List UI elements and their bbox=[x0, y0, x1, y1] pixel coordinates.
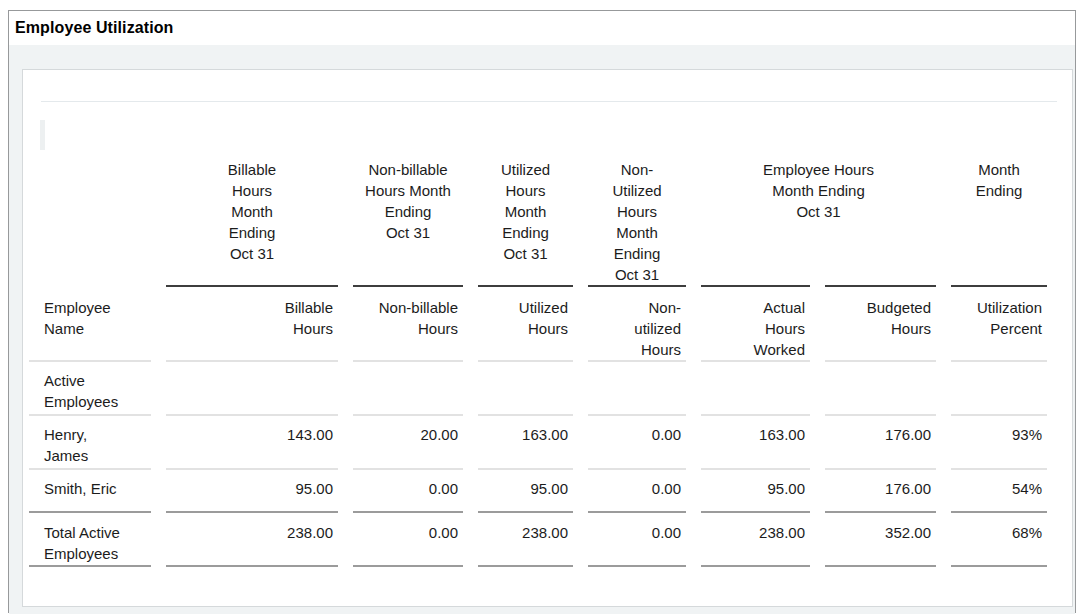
employee-name-cell: Smith, Eric bbox=[29, 470, 151, 513]
group-header-non-billable: Non-billable Hours Month Ending Oct 31 bbox=[353, 150, 463, 285]
report-panel: Billable Hours Month Ending Oct 31 Non-b… bbox=[22, 69, 1073, 607]
employee-utilization-widget: Employee Utilization bbox=[8, 10, 1076, 613]
column-header-utilized-hours: Utilized Hours bbox=[478, 287, 573, 362]
billable-hours-cell bbox=[166, 362, 338, 416]
row-henry-james: Henry, James 143.00 20.00 163.00 0.00 16… bbox=[29, 416, 1047, 470]
non-utilized-hours-cell: 0.00 bbox=[588, 416, 686, 470]
non-billable-hours-cell: 20.00 bbox=[353, 416, 463, 470]
column-header-non-billable-hours: Non-billable Hours bbox=[353, 287, 463, 362]
actual-hours-cell bbox=[701, 362, 810, 416]
column-header-row: Employee Name Billable Hours Non-billabl… bbox=[29, 287, 1047, 362]
billable-hours-cell: 238.00 bbox=[166, 513, 338, 567]
non-utilized-hours-cell: 0.00 bbox=[588, 513, 686, 567]
widget-title-bar: Employee Utilization bbox=[9, 11, 1075, 45]
group-header-row: Billable Hours Month Ending Oct 31 Non-b… bbox=[29, 150, 1047, 285]
utilized-hours-cell: 95.00 bbox=[478, 470, 573, 513]
employee-name-cell: Total Active Employees bbox=[29, 513, 151, 567]
row-active-employees: Active Employees bbox=[29, 362, 1047, 416]
budgeted-hours-cell bbox=[825, 362, 936, 416]
column-header-actual-hours-worked: Actual Hours Worked bbox=[701, 287, 810, 362]
scroll-thumb bbox=[40, 120, 45, 150]
billable-hours-cell: 95.00 bbox=[166, 470, 338, 513]
actual-hours-cell: 163.00 bbox=[701, 416, 810, 470]
billable-hours-cell: 143.00 bbox=[166, 416, 338, 470]
page-title: Employee Utilization bbox=[15, 19, 173, 37]
group-header-billable: Billable Hours Month Ending Oct 31 bbox=[166, 150, 338, 285]
budgeted-hours-cell: 352.00 bbox=[825, 513, 936, 567]
utilized-hours-cell bbox=[478, 362, 573, 416]
group-header-month-ending: Month Ending bbox=[951, 150, 1047, 285]
utilized-hours-cell: 238.00 bbox=[478, 513, 573, 567]
panel-divider bbox=[41, 101, 1057, 102]
non-billable-hours-cell: 0.00 bbox=[353, 470, 463, 513]
row-smith-eric: Smith, Eric 95.00 0.00 95.00 0.00 95.00 … bbox=[29, 470, 1047, 513]
utilization-percent-cell: 93% bbox=[951, 416, 1047, 470]
utilized-hours-cell: 163.00 bbox=[478, 416, 573, 470]
column-header-utilization-percent: Utilization Percent bbox=[951, 287, 1047, 362]
non-utilized-hours-cell bbox=[588, 362, 686, 416]
budgeted-hours-cell: 176.00 bbox=[825, 470, 936, 513]
group-header-employee-hours: Employee Hours Month Ending Oct 31 bbox=[701, 150, 936, 285]
non-billable-hours-cell: 0.00 bbox=[353, 513, 463, 567]
budgeted-hours-cell: 176.00 bbox=[825, 416, 936, 470]
column-header-budgeted-hours: Budgeted Hours bbox=[825, 287, 936, 362]
widget-body: Billable Hours Month Ending Oct 31 Non-b… bbox=[9, 45, 1075, 614]
utilization-report-table: Billable Hours Month Ending Oct 31 Non-b… bbox=[22, 150, 1062, 567]
row-total-active-employees: Total Active Employees 238.00 0.00 238.0… bbox=[29, 513, 1047, 567]
employee-name-cell: Active Employees bbox=[29, 362, 151, 416]
group-header-utilized: Utilized Hours Month Ending Oct 31 bbox=[478, 150, 573, 285]
group-header-non-utilized: Non- Utilized Hours Month Ending Oct 31 bbox=[588, 150, 686, 285]
column-header-non-utilized-hours: Non- utilized Hours bbox=[588, 287, 686, 362]
non-utilized-hours-cell: 0.00 bbox=[588, 470, 686, 513]
utilization-percent-cell: 54% bbox=[951, 470, 1047, 513]
non-billable-hours-cell bbox=[353, 362, 463, 416]
actual-hours-cell: 238.00 bbox=[701, 513, 810, 567]
group-header-empty-cell bbox=[29, 150, 151, 285]
actual-hours-cell: 95.00 bbox=[701, 470, 810, 513]
column-header-billable-hours: Billable Hours bbox=[166, 287, 338, 362]
utilization-percent-cell bbox=[951, 362, 1047, 416]
employee-name-cell: Henry, James bbox=[29, 416, 151, 470]
column-header-employee-name: Employee Name bbox=[29, 287, 151, 362]
utilization-percent-cell: 68% bbox=[951, 513, 1047, 567]
